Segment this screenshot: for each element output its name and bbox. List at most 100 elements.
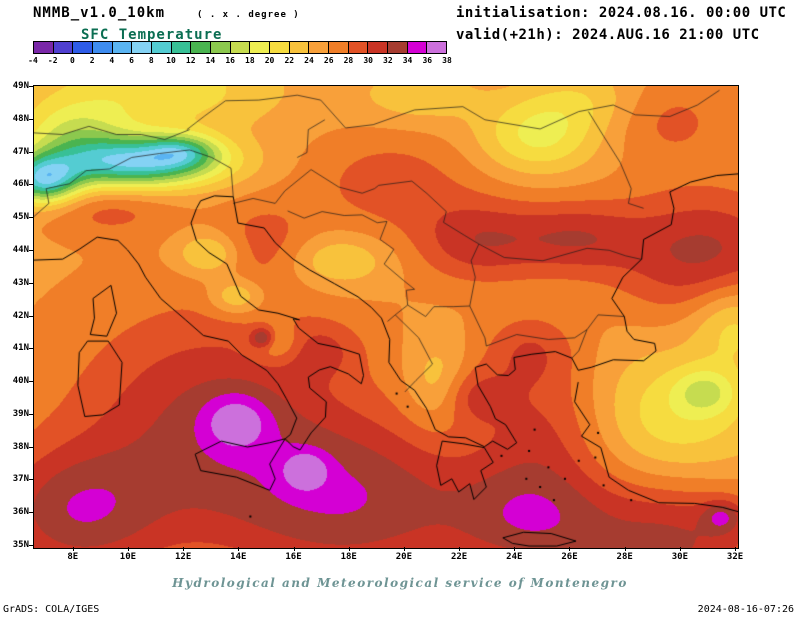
lon-tick-label: 8E	[67, 552, 79, 562]
lat-tick-label: 42N	[12, 310, 29, 321]
lat-tick-label: 38N	[12, 441, 29, 452]
lon-tick-label: 30E	[671, 552, 688, 562]
lat-tick-mark	[29, 545, 33, 547]
colorbar-tick-label: 12	[185, 56, 196, 65]
lon-tick-mark	[293, 547, 295, 551]
lon-tick-mark	[569, 547, 571, 551]
colorbar-segment	[309, 42, 330, 53]
colorbar-segment	[112, 42, 133, 53]
lat-tick-mark	[29, 479, 33, 481]
colorbar-tick-label: -4	[28, 56, 38, 65]
lon-tick-label: 26E	[561, 552, 578, 562]
lat-tick-label: 37N	[12, 474, 29, 485]
lat-tick-label: 39N	[12, 408, 29, 419]
lon-tick-mark	[127, 547, 129, 551]
lat-tick-label: 49N	[12, 80, 29, 91]
lat-tick-mark	[29, 315, 33, 317]
lon-tick-mark	[183, 547, 185, 551]
colorbar-segment	[132, 42, 153, 53]
colorbar-tick-label: 18	[245, 56, 255, 65]
lon-tick-mark	[514, 547, 516, 551]
lon-tick-label: 12E	[174, 552, 192, 562]
colorbar-tick-label: -2	[47, 56, 58, 65]
lat-tick-mark	[29, 446, 33, 448]
field-title: SFC Temperature	[81, 27, 223, 43]
lat-tick-mark	[29, 249, 33, 251]
colorbar-tick-label: 38	[442, 56, 452, 65]
lon-tick-label: 24E	[506, 552, 523, 562]
lon-tick-mark	[459, 547, 461, 551]
lat-tick-label: 47N	[12, 146, 29, 157]
colorbar-tick-label: 20	[264, 56, 275, 65]
lon-tick-mark	[624, 547, 626, 551]
lon-tick-label: 14E	[230, 552, 247, 562]
colorbar-segment	[211, 42, 231, 53]
lon-tick-label: 10E	[119, 552, 137, 562]
colorbar-segment	[171, 42, 192, 53]
colorbar-tick-label: 24	[304, 56, 314, 65]
colorbar-segment	[93, 42, 113, 53]
lat-tick-label: 44N	[12, 244, 29, 255]
colorbar-segment	[289, 42, 310, 53]
lon-tick-label: 28E	[616, 552, 633, 562]
colorbar-segment	[250, 42, 271, 53]
colorbar-segment	[368, 42, 389, 53]
lon-tick-mark	[735, 547, 737, 551]
colorbar-tick-label: 10	[166, 56, 176, 65]
colorbar-tick-label: 4	[109, 56, 115, 65]
colorbar-segment	[191, 42, 212, 53]
lon-tick-label: 16E	[285, 552, 302, 562]
lat-tick-mark	[29, 151, 33, 153]
lon-tick-mark	[238, 547, 240, 551]
colorbar-tick-label: 22	[284, 56, 295, 65]
initialisation-time: initialisation: 2024.08.16. 00:00 UTC	[456, 5, 787, 21]
colorbar-tick-label: 6	[129, 56, 134, 65]
colorbar-segment	[73, 42, 94, 53]
temperature-field-canvas	[34, 86, 738, 548]
generation-timestamp: 2024-08-16-07:26	[697, 604, 794, 615]
lat-tick-mark	[29, 217, 33, 219]
attribution-text: Hydrological and Meteorological service …	[172, 576, 628, 590]
lat-tick-mark	[29, 282, 33, 284]
colorbar-segment	[34, 42, 54, 53]
lat-tick-mark	[29, 348, 33, 350]
grid-resolution-note: ( . x . degree )	[197, 10, 300, 20]
lat-tick-label: 46N	[12, 179, 29, 190]
colorbar-tick-label: 30	[363, 56, 373, 65]
lat-tick-label: 43N	[12, 277, 29, 288]
lat-tick-label: 41N	[12, 343, 29, 354]
lon-tick-label: 20E	[395, 552, 413, 562]
colorbar-tick-label: 28	[343, 56, 354, 65]
colorbar-segments	[33, 41, 447, 54]
lat-tick-label: 35N	[12, 540, 29, 551]
lat-tick-mark	[29, 512, 33, 514]
valid-time: valid(+21h): 2024.AUG.16 21:00 UTC	[456, 27, 760, 43]
colorbar-tick-label: 26	[323, 56, 334, 65]
lon-tick-label: 22E	[450, 552, 468, 562]
lat-tick-mark	[29, 118, 33, 120]
lon-tick-label: 32E	[726, 552, 744, 562]
lat-tick-label: 40N	[12, 376, 29, 387]
colorbar-tick-label: 8	[148, 56, 154, 65]
lat-tick-label: 36N	[12, 507, 29, 518]
model-title: NMMB_v1.0_10km	[33, 5, 166, 21]
colorbar-tick-label: 36	[422, 56, 433, 65]
colorbar-segment	[230, 42, 251, 53]
lat-tick-label: 45N	[12, 212, 29, 223]
map-frame	[33, 85, 739, 549]
colorbar-segment	[388, 42, 408, 53]
lat-tick-label: 48N	[12, 113, 29, 124]
grads-credit: GrADS: COLA/IGES	[3, 604, 100, 615]
colorbar-segment	[427, 42, 447, 53]
colorbar-tick-label: 14	[205, 56, 216, 65]
colorbar-tick-label: 0	[70, 56, 75, 65]
lon-tick-mark	[679, 547, 681, 551]
colorbar-segment	[152, 42, 172, 53]
lat-tick-mark	[29, 85, 33, 87]
lon-tick-mark	[403, 547, 405, 551]
colorbar-tick-label: 16	[225, 56, 235, 65]
lon-tick-mark	[348, 547, 350, 551]
colorbar-tick-labels: -4 -2 0 2 4 6 8 10 12 14 16 18 20 22 24 26 28 30 32 34 36 38	[28, 56, 452, 68]
colorbar-segment	[270, 42, 290, 53]
colorbar-tick-label: 32	[383, 56, 393, 65]
